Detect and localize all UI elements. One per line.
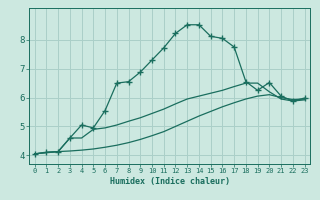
X-axis label: Humidex (Indice chaleur): Humidex (Indice chaleur) <box>109 177 229 186</box>
